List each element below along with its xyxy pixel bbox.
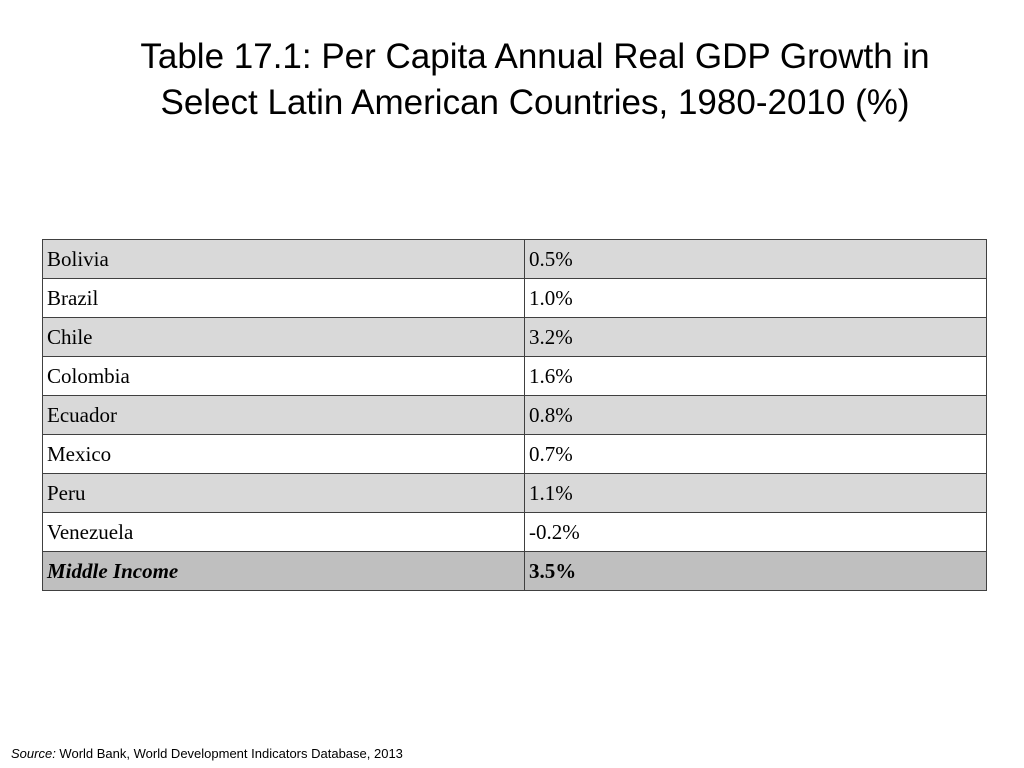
- growth-value-cell: 0.8%: [524, 395, 987, 435]
- country-cell: Bolivia: [42, 239, 525, 279]
- source-note: Source: World Bank, World Development In…: [11, 746, 403, 762]
- source-label: Source:: [11, 746, 56, 761]
- table-row: Mexico 0.7%: [42, 434, 987, 474]
- country-cell: Venezuela: [42, 512, 525, 552]
- table-row: Ecuador 0.8%: [42, 395, 987, 435]
- summary-label-cell: Middle Income: [42, 551, 525, 591]
- gdp-growth-table: Bolivia 0.5% Brazil 1.0% Chile 3.2% Colo…: [42, 239, 987, 591]
- country-cell: Colombia: [42, 356, 525, 396]
- growth-value-cell: 1.0%: [524, 278, 987, 318]
- country-cell: Peru: [42, 473, 525, 513]
- table-row: Brazil 1.0%: [42, 278, 987, 318]
- country-cell: Ecuador: [42, 395, 525, 435]
- country-cell: Brazil: [42, 278, 525, 318]
- growth-value-cell: 3.2%: [524, 317, 987, 357]
- growth-value-cell: 1.1%: [524, 473, 987, 513]
- table-row: Chile 3.2%: [42, 317, 987, 357]
- summary-row: Middle Income 3.5%: [42, 551, 987, 591]
- table-row: Peru 1.1%: [42, 473, 987, 513]
- table-row: Bolivia 0.5%: [42, 239, 987, 279]
- summary-value-cell: 3.5%: [524, 551, 987, 591]
- table-row: Venezuela -0.2%: [42, 512, 987, 552]
- table-row: Colombia 1.6%: [42, 356, 987, 396]
- country-cell: Chile: [42, 317, 525, 357]
- source-text: World Bank, World Development Indicators…: [55, 746, 403, 761]
- page-title: Table 17.1: Per Capita Annual Real GDP G…: [60, 34, 1010, 126]
- country-cell: Mexico: [42, 434, 525, 474]
- title-line-2: Select Latin American Countries, 1980-20…: [160, 83, 910, 122]
- growth-value-cell: 1.6%: [524, 356, 987, 396]
- title-line-1: Table 17.1: Per Capita Annual Real GDP G…: [140, 37, 930, 76]
- growth-value-cell: -0.2%: [524, 512, 987, 552]
- growth-value-cell: 0.5%: [524, 239, 987, 279]
- growth-value-cell: 0.7%: [524, 434, 987, 474]
